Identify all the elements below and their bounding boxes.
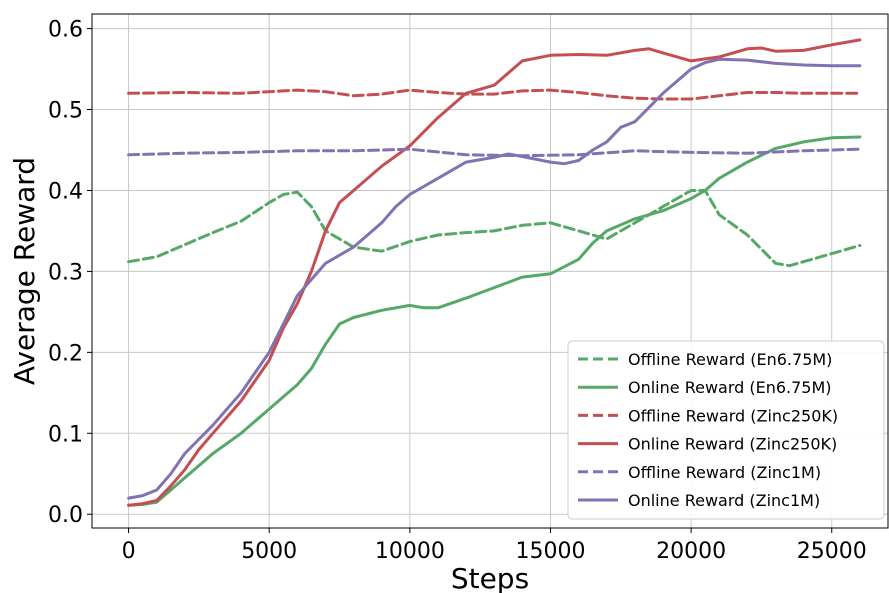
series-line bbox=[127, 189, 862, 268]
y-tick-label: 0.0 bbox=[48, 503, 83, 528]
series-line bbox=[127, 57, 862, 500]
y-axis-ticks: 0.0 0.1 0.2 0.3 0.4 0.5 0.6 bbox=[48, 18, 92, 528]
legend-box bbox=[567, 340, 885, 520]
series-line bbox=[127, 88, 862, 101]
grid bbox=[92, 14, 888, 528]
y-tick-label: 0.6 bbox=[48, 18, 83, 43]
legend: Offline Reward (En6.75M) Online Reward (E… bbox=[567, 340, 885, 520]
y-tick-label: 0.2 bbox=[48, 341, 83, 366]
y-tick-label: 0.4 bbox=[48, 179, 83, 204]
x-tick-label: 15000 bbox=[515, 539, 585, 564]
legend-entry: Online Reward (Zinc250K) bbox=[628, 435, 837, 454]
x-tick-label: 10000 bbox=[375, 539, 445, 564]
x-tick-label: 20000 bbox=[656, 539, 726, 564]
series-line bbox=[127, 147, 862, 158]
legend-entry: Offline Reward (Zinc1M) bbox=[628, 463, 821, 482]
y-tick-label: 0.5 bbox=[48, 99, 83, 124]
series-layer bbox=[127, 38, 862, 507]
x-axis-label: Steps bbox=[451, 562, 529, 593]
legend-entry: Online Reward (Zinc1M) bbox=[628, 491, 820, 510]
x-tick-label: 25000 bbox=[797, 539, 867, 564]
legend-entry: Offline Reward (En6.75M) bbox=[628, 350, 832, 369]
x-tick-label: 0 bbox=[122, 539, 136, 564]
y-tick-label: 0.3 bbox=[48, 260, 83, 285]
x-tick-label: 5000 bbox=[241, 539, 297, 564]
legend-entry: Online Reward (En6.75M) bbox=[628, 378, 832, 397]
series-line bbox=[127, 135, 862, 507]
y-axis-label: Average Reward bbox=[8, 157, 41, 385]
x-axis-ticks: 0 5000 10000 15000 20000 25000 bbox=[122, 528, 867, 564]
series-line bbox=[127, 38, 862, 507]
y-tick-label: 0.1 bbox=[48, 422, 83, 447]
legend-entry: Offline Reward (Zinc250K) bbox=[628, 406, 838, 425]
